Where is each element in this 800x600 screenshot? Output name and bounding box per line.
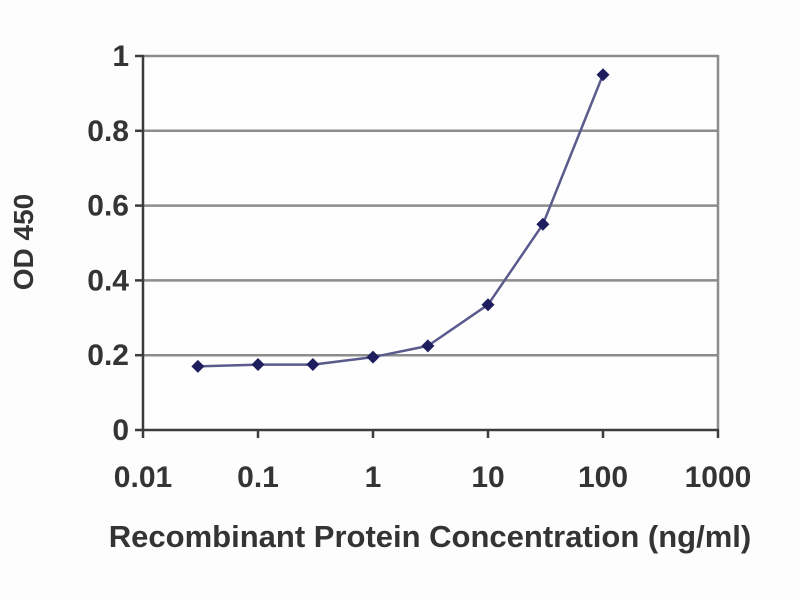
x-tick-label: 1 [365,461,382,494]
x-tick-label: 100 [578,461,628,494]
x-axis-title: Recombinant Protein Concentration (ng/ml… [108,519,752,554]
y-tick-label: 0.6 [87,190,129,223]
plot-area [143,56,718,430]
x-tick-label: 10 [471,461,504,494]
data-point-marker [366,350,380,364]
x-tick-label: 1000 [685,461,752,494]
y-tick-label: 0.4 [87,264,129,297]
data-point-marker [481,298,495,312]
y-tick-label: 0 [112,414,129,447]
data-line [197,74,605,368]
x-tick-label: 0.1 [237,461,279,494]
data-point-marker [421,339,435,353]
data-point-marker [251,358,265,372]
y-tick-label: 0.8 [87,115,129,148]
y-axis-title: OD 450 [8,193,39,291]
x-tick-label: 0.01 [114,461,172,494]
y-tick-label: 0.2 [87,339,129,372]
data-point-marker [596,68,610,82]
data-point-marker [191,359,205,373]
data-point-marker [536,217,550,231]
y-tick-label: 1 [112,40,129,73]
data-point-marker [306,358,320,372]
